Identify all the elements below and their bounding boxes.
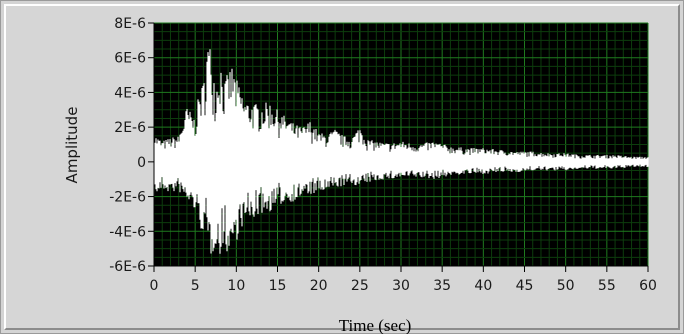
x-tick-label: 35 [433,278,451,294]
y-tick-label: -6E-6 [109,259,146,275]
x-tick-label: 15 [269,278,287,294]
y-tick-label: 6E-6 [114,51,146,67]
x-tick-label: 5 [191,278,200,294]
y-tick-label: -2E-6 [109,190,146,206]
y-axis-label: Amplitude [63,107,81,184]
x-tick-label: 0 [150,278,159,294]
axis-ticks: -6E-6 -4E-6 -2E-6 0 2E-6 4E-6 6E-6 8E-6 0 5 10 15 20… [109,16,657,294]
x-tick-label: 55 [598,278,616,294]
x-tick-label: 25 [351,278,369,294]
x-tick-label: 50 [557,278,575,294]
x-tick-label: 10 [227,278,245,294]
y-tick-label: 0 [137,155,146,171]
x-tick-label: 20 [310,278,328,294]
x-axis-label: Time (sec) [339,316,412,334]
y-tick-label: 8E-6 [114,16,146,32]
x-tick-label: 60 [639,278,657,294]
y-tick-label: 4E-6 [114,85,146,101]
x-tick-label: 30 [392,278,410,294]
x-tick-label: 45 [516,278,534,294]
y-tick-label: 2E-6 [114,120,146,136]
x-tick-label: 40 [474,278,492,294]
y-tick-label: -4E-6 [109,224,146,240]
